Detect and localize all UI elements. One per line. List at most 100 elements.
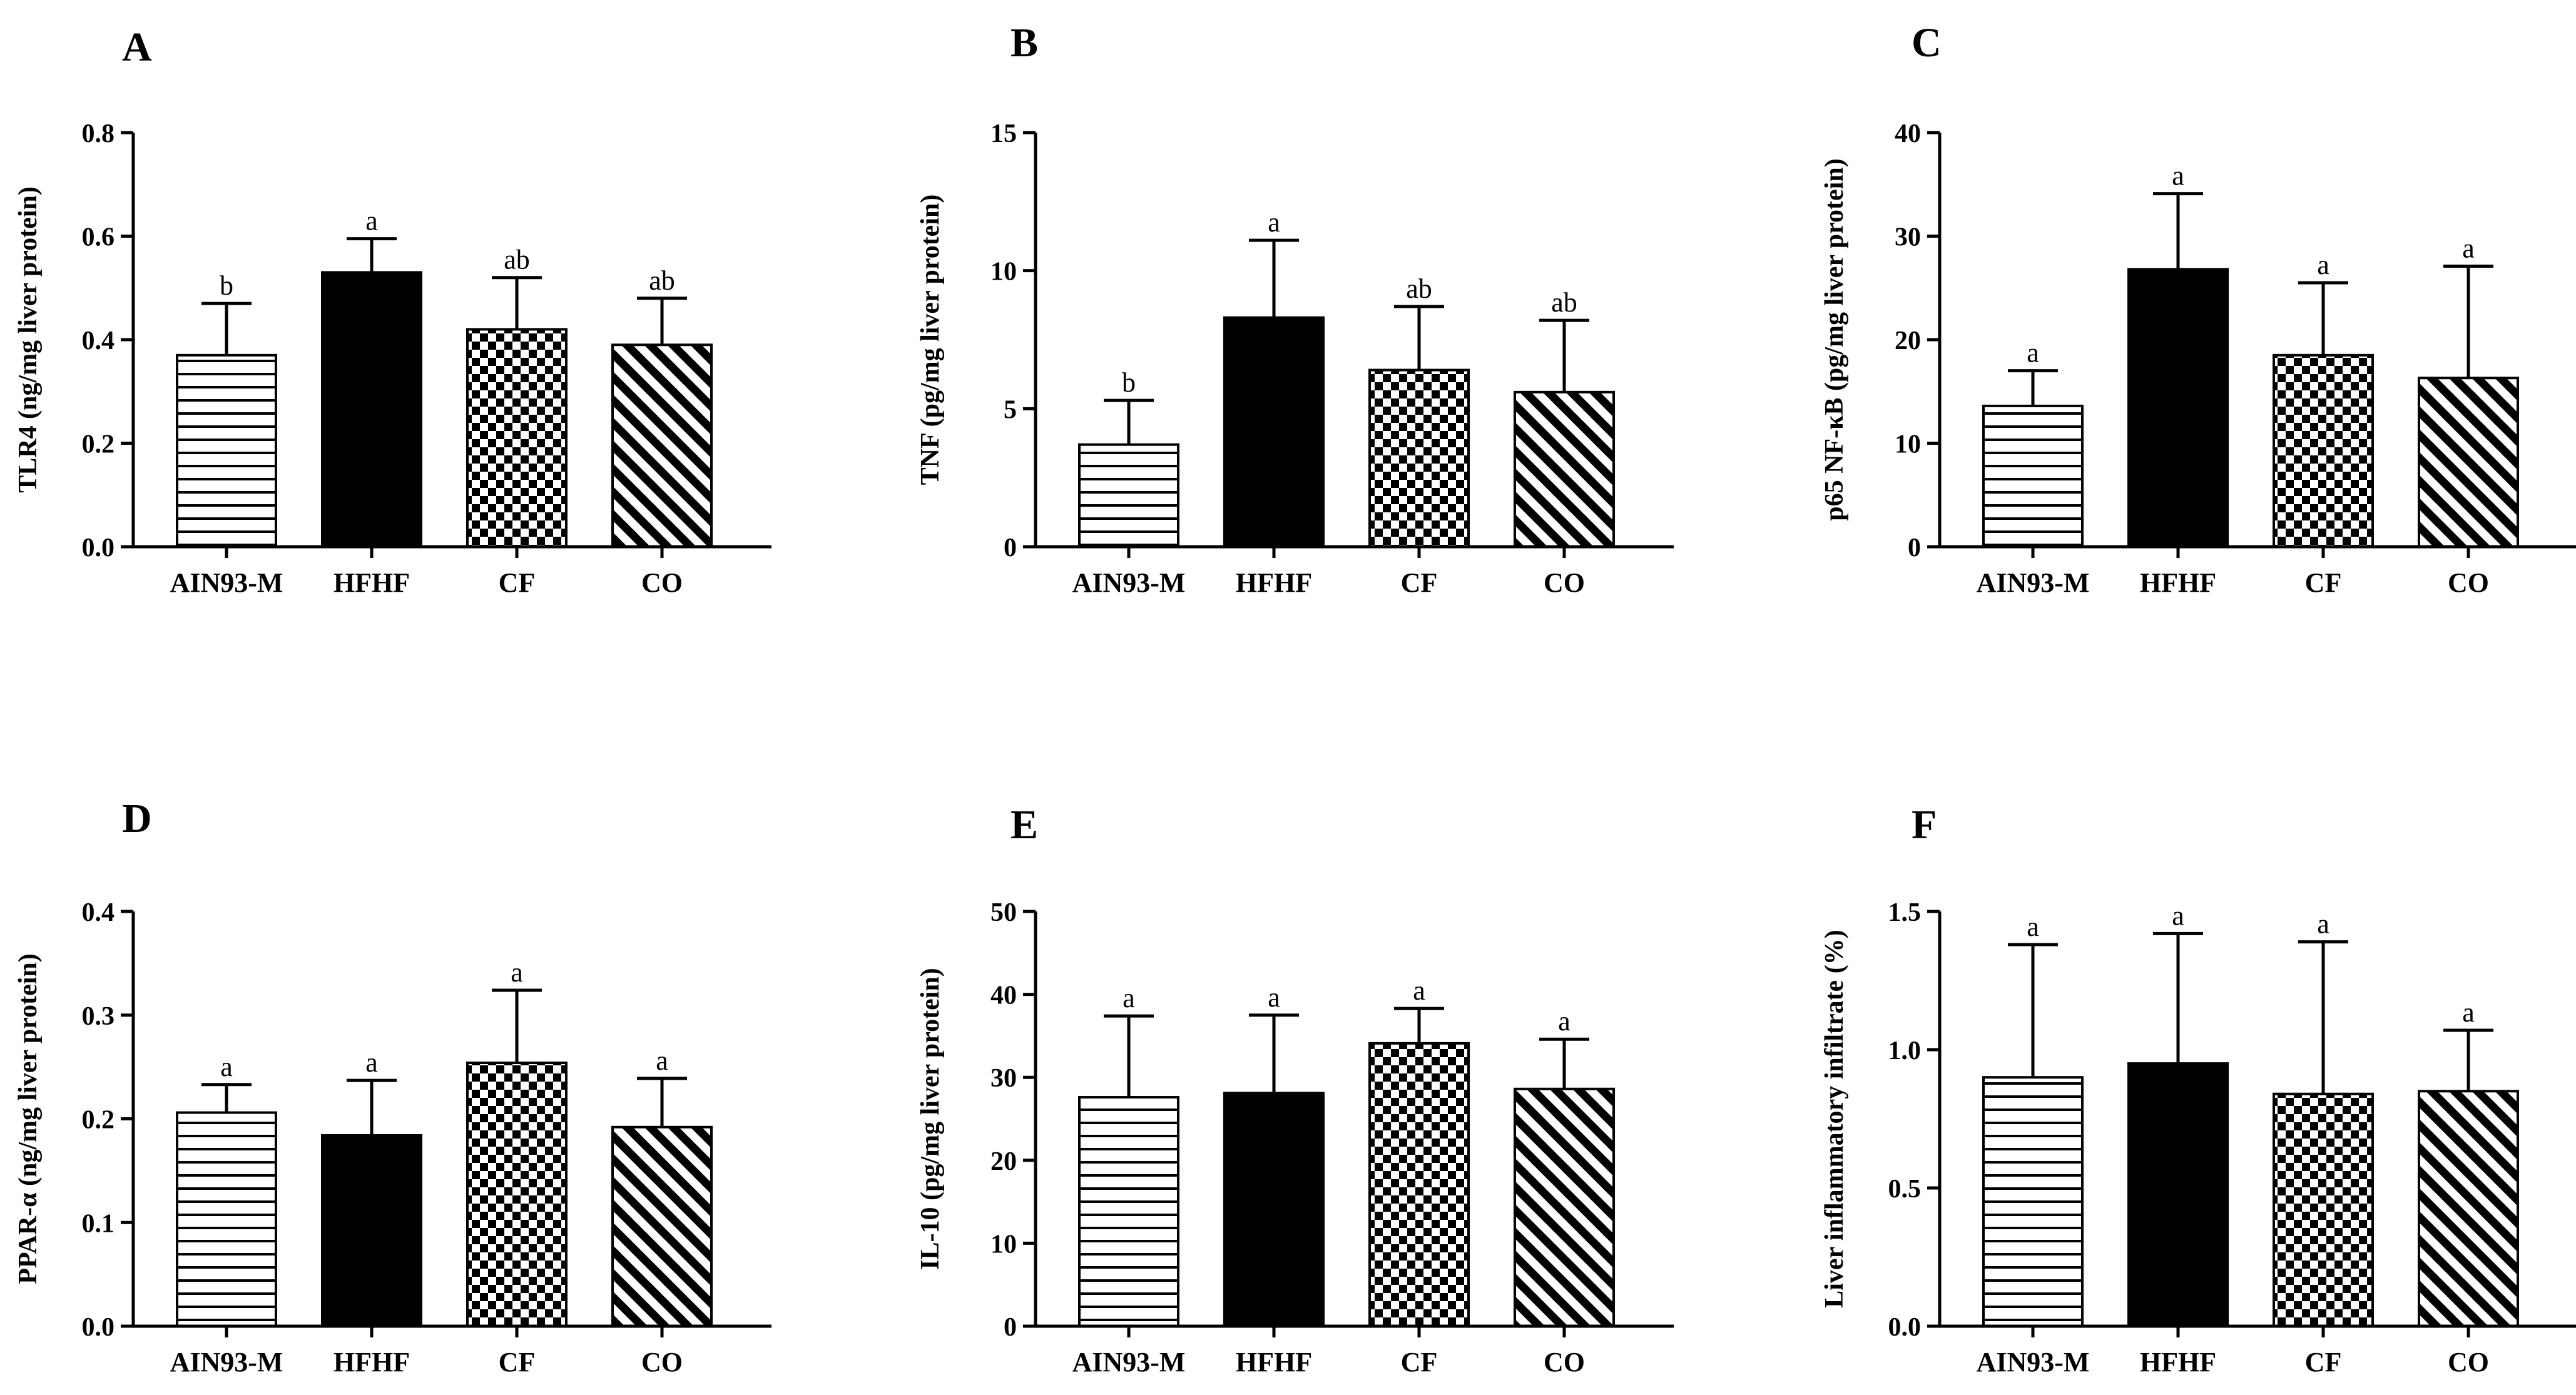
chart-b-y-tick-label-1: 5 — [1004, 395, 1017, 424]
chart-d-y-axis-title: PPAR-α (ng/mg liver protein) — [14, 953, 43, 1284]
chart-d-category-label-2: HFHF — [333, 1347, 410, 1377]
chart-e-bar-2 — [1223, 1092, 1325, 1328]
chart-d-sig-label-2: a — [365, 1047, 378, 1078]
chart-c-category-label-4: CO — [2448, 567, 2489, 598]
chart-f-category-label-1: AIN93-M — [1977, 1347, 2090, 1377]
chart-e-y-tick-label-3: 30 — [990, 1064, 1017, 1093]
chart-f-y-tick-label-3: 1.5 — [1888, 898, 1922, 927]
chart-d-panel-letter: D — [122, 796, 152, 841]
chart-f-category-label-2: HFHF — [2140, 1347, 2216, 1377]
chart-b-bar-4 — [1514, 390, 1615, 548]
chart-d-bar-3 — [466, 1061, 568, 1327]
chart-c-sig-label-1: a — [2027, 338, 2039, 368]
chart-d-y-tick-label-3: 0.3 — [82, 1002, 115, 1031]
chart-d-bar-4 — [611, 1125, 713, 1327]
chart-e-y-tick-label-4: 40 — [990, 982, 1017, 1010]
chart-d-sig-label-1: a — [220, 1052, 233, 1082]
chart-a-category-label-1: AIN93-M — [170, 567, 283, 598]
chart-a-y-axis-title: TLR4 (ng/mg liver protein) — [14, 186, 43, 493]
chart-d-y-tick-label-1: 0.1 — [82, 1209, 115, 1238]
chart-e-panel-letter: E — [1011, 802, 1038, 848]
chart-b-category-label-4: CO — [1544, 567, 1585, 598]
chart-e-y-tick-label-2: 20 — [990, 1147, 1017, 1176]
chart-b-panel-letter: B — [1011, 20, 1038, 66]
chart-d-sig-label-3: a — [511, 957, 523, 988]
chart-e-y-tick-label-0: 0 — [1004, 1313, 1017, 1342]
chart-c-y-tick-label-0: 0 — [1908, 534, 1921, 562]
chart-b-sig-label-1: b — [1122, 367, 1136, 398]
chart-a-bar-4 — [611, 343, 713, 549]
chart-b-bar-3 — [1368, 368, 1470, 549]
chart-d-bar-1 — [176, 1111, 277, 1328]
chart-a-category-label-2: HFHF — [333, 567, 410, 598]
chart-c-y-tick-label-3: 30 — [1895, 223, 1921, 252]
chart-f-sig-label-4: a — [2462, 997, 2475, 1028]
chart-a-y-tick-label-1: 0.2 — [82, 430, 115, 459]
chart-f-bar-2 — [2127, 1062, 2229, 1327]
chart-d-y-tick-label-4: 0.4 — [82, 898, 115, 927]
chart-c-y-tick-label-4: 40 — [1895, 119, 1921, 148]
chart-c-bar-2 — [2127, 268, 2229, 548]
chart-c-y-tick-label-1: 10 — [1895, 430, 1921, 459]
chart-d-bar-2 — [321, 1134, 422, 1328]
chart-b-category-label-1: AIN93-M — [1072, 567, 1186, 598]
chart-a-bar-3 — [466, 328, 568, 548]
chart-c-y-tick-label-2: 20 — [1895, 327, 1921, 355]
chart-c-bar-1 — [1982, 404, 2084, 548]
chart-a-bar-1 — [176, 353, 277, 548]
chart-e-bar-4 — [1514, 1087, 1615, 1328]
chart-b-bar-2 — [1223, 316, 1325, 548]
chart-e-bar-3 — [1368, 1042, 1470, 1327]
chart-e-sig-label-4: a — [1558, 1006, 1571, 1037]
chart-a-category-label-3: CF — [499, 567, 536, 598]
chart-a-sig-label-2: a — [365, 206, 378, 236]
chart-d-y-tick-label-0: 0.0 — [82, 1313, 115, 1342]
chart-b-sig-label-2: a — [1268, 207, 1280, 238]
chart-f-y-tick-label-1: 0.5 — [1888, 1175, 1922, 1204]
chart-e-bar-1 — [1078, 1096, 1179, 1328]
chart-d-category-label-4: CO — [641, 1347, 683, 1377]
chart-b-sig-label-3: ab — [1406, 273, 1432, 304]
chart-e-y-tick-label-5: 50 — [990, 898, 1017, 927]
chart-b-y-tick-label-2: 10 — [990, 258, 1017, 287]
chart-b-bar-1 — [1078, 443, 1179, 548]
chart-c-bar-4 — [2418, 377, 2519, 548]
chart-f-sig-label-3: a — [2317, 909, 2329, 940]
chart-a-sig-label-1: b — [220, 270, 233, 301]
chart-a-bar-2 — [321, 271, 422, 548]
chart-b-y-tick-label-0: 0 — [1004, 534, 1017, 562]
chart-e-sig-label-1: a — [1123, 983, 1135, 1013]
chart-c-sig-label-3: a — [2317, 250, 2329, 280]
chart-b-category-label-3: CF — [1401, 567, 1438, 598]
chart-e-sig-label-3: a — [1413, 975, 1425, 1006]
chart-a-category-label-4: CO — [641, 567, 683, 598]
chart-a-y-tick-label-0: 0.0 — [82, 534, 115, 562]
chart-f-category-label-4: CO — [2448, 1347, 2489, 1377]
chart-f-category-label-3: CF — [2305, 1347, 2342, 1377]
chart-a-sig-label-4: ab — [649, 265, 675, 296]
chart-d-category-label-3: CF — [499, 1347, 536, 1377]
chart-c-category-label-2: HFHF — [2140, 567, 2216, 598]
chart-b-sig-label-4: ab — [1551, 287, 1577, 318]
chart-a-y-tick-label-2: 0.4 — [82, 327, 115, 355]
chart-a-sig-label-3: ab — [504, 245, 530, 275]
chart-b-category-label-2: HFHF — [1236, 567, 1312, 598]
chart-d-y-tick-label-2: 0.2 — [82, 1106, 115, 1135]
chart-f-sig-label-1: a — [2027, 911, 2039, 942]
chart-c-panel-letter: C — [1912, 20, 1942, 66]
chart-b-y-tick-label-3: 15 — [990, 119, 1017, 148]
chart-f-bar-1 — [1982, 1076, 2084, 1327]
chart-e-category-label-2: HFHF — [1236, 1347, 1312, 1377]
chart-b-y-axis-title: TNF (pg/mg liver protein) — [916, 195, 945, 485]
chart-e-category-label-4: CO — [1544, 1347, 1585, 1377]
chart-c-sig-label-2: a — [2172, 161, 2184, 191]
chart-e-y-tick-label-1: 10 — [990, 1230, 1017, 1259]
chart-f-bar-4 — [2418, 1090, 2519, 1328]
chart-e-y-axis-title: IL-10 (pg/mg liver protein) — [916, 968, 945, 1270]
chart-e-category-label-1: AIN93-M — [1072, 1347, 1186, 1377]
chart-a-y-tick-label-4: 0.8 — [82, 119, 115, 148]
chart-e-category-label-3: CF — [1401, 1347, 1438, 1377]
chart-c-category-label-3: CF — [2305, 567, 2342, 598]
chart-f-bar-3 — [2273, 1092, 2374, 1327]
